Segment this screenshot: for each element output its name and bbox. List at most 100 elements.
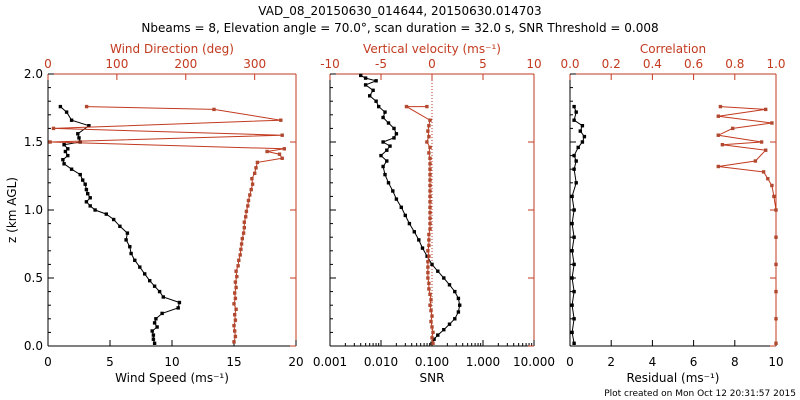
vertical-velocity-point xyxy=(428,292,432,296)
wind-direction-point xyxy=(240,236,244,241)
wind-direction-point xyxy=(279,118,283,122)
snr-point xyxy=(436,269,440,273)
x-tick-label: 10 xyxy=(768,355,783,369)
residual-point xyxy=(580,124,585,128)
wind-direction-point xyxy=(250,177,254,181)
snr-point xyxy=(381,164,385,169)
correlation-point xyxy=(716,114,720,118)
wind-speed-point xyxy=(125,231,130,235)
vertical-velocity-point xyxy=(428,118,432,122)
residual-point xyxy=(570,303,574,307)
panel-left: 0 5 10 15 20 Wind Speed (ms⁻¹) 0 100 200 300 Wind … xyxy=(5,42,304,385)
wind-speed-point xyxy=(93,208,97,212)
y-tick-label: 0.5 xyxy=(24,271,43,285)
wind-speed-point xyxy=(133,258,137,262)
residual-point xyxy=(572,208,576,212)
wind-speed-point xyxy=(62,143,66,147)
vertical-velocity-point xyxy=(426,270,430,275)
x-tick-label: 20 xyxy=(288,355,303,369)
wind-speed-point xyxy=(112,217,116,222)
top-x-tick-label: 0.0 xyxy=(560,57,579,71)
vertical-velocity-point xyxy=(428,227,432,231)
snr-point xyxy=(377,104,381,109)
snr-point xyxy=(403,213,407,218)
residual-point xyxy=(576,145,580,150)
x-tick-label: 5 xyxy=(106,355,114,369)
x-tick-label: 0 xyxy=(566,355,574,369)
vertical-velocity-point xyxy=(431,341,435,345)
snr-point xyxy=(399,205,403,209)
wind-direction-point xyxy=(232,323,236,328)
wind-direction-point xyxy=(212,107,216,112)
correlation-point xyxy=(716,164,720,169)
residual-point xyxy=(570,194,574,199)
wind-direction-point xyxy=(233,313,237,317)
wind-speed-point xyxy=(118,224,122,228)
snr-point xyxy=(386,181,391,185)
snr-point xyxy=(453,289,457,294)
wind-speed-point xyxy=(148,279,152,283)
wind-direction-point xyxy=(277,152,282,156)
wind-direction-point xyxy=(239,242,244,246)
snr-point xyxy=(394,197,399,201)
wind-direction-point xyxy=(255,160,260,165)
wind-speed-point xyxy=(129,251,133,256)
wind-speed-point xyxy=(143,272,147,276)
wind-speed-point xyxy=(152,284,157,288)
wind-direction-point xyxy=(241,231,246,235)
residual-point xyxy=(580,140,585,144)
top-x-axis-title: Vertical velocity (ms⁻¹) xyxy=(363,42,501,56)
top-x-tick-label: 0.8 xyxy=(725,57,744,71)
wind-direction-point xyxy=(242,226,246,230)
residual-point xyxy=(572,104,576,109)
wind-speed-point xyxy=(88,196,92,200)
wind-speed-point xyxy=(161,295,165,299)
wind-speed-point xyxy=(66,153,70,158)
wind-speed-point xyxy=(58,104,63,109)
x-tick-label: 10.000 xyxy=(513,355,555,369)
wind-direction-point xyxy=(48,140,52,144)
snr-point xyxy=(381,140,385,144)
wind-speed-point xyxy=(77,136,81,140)
vertical-velocity-point xyxy=(428,303,432,307)
wind-speed-point xyxy=(128,245,132,249)
correlation-point xyxy=(764,107,768,112)
wind-speed-point xyxy=(64,110,69,114)
snr-point xyxy=(453,317,457,321)
wind-speed-point xyxy=(76,132,80,136)
snr-point xyxy=(442,328,446,332)
wind-speed-point xyxy=(88,204,92,208)
wind-speed-point xyxy=(160,311,164,316)
vertical-velocity-point xyxy=(428,172,432,177)
wind-direction-point xyxy=(244,209,249,214)
y-tick-label: 1.0 xyxy=(24,203,43,217)
correlation-point xyxy=(764,148,768,152)
y-tick-label: 2.0 xyxy=(24,67,43,81)
vertical-velocity-point xyxy=(428,211,432,215)
wind-direction-point xyxy=(234,285,238,290)
wind-direction-point xyxy=(233,329,237,333)
y-tick-label: 1.5 xyxy=(24,135,43,149)
top-x-tick-label: 100 xyxy=(105,57,128,71)
wind-speed-point xyxy=(87,124,91,128)
correlation-point xyxy=(774,341,778,345)
wind-direction-point xyxy=(248,193,252,197)
wind-speed-point xyxy=(62,162,66,166)
vertical-velocity-point xyxy=(427,238,431,242)
correlation-point xyxy=(766,177,770,181)
wind-direction-point xyxy=(233,318,238,322)
vertical-velocity-point xyxy=(426,265,430,269)
wind-direction-point xyxy=(239,247,243,252)
residual-point xyxy=(572,341,576,345)
snr-point xyxy=(363,76,368,80)
wind-direction-point xyxy=(265,149,269,154)
correlation-point xyxy=(774,208,778,212)
x-axis-title: SNR xyxy=(420,371,445,385)
wind-speed-point xyxy=(138,265,142,269)
wind-direction-point xyxy=(232,302,236,306)
wind-speed-point xyxy=(84,200,89,204)
plot-created-footer: Plot created on Mon Oct 12 20:31:57 2015 xyxy=(604,389,796,399)
vertical-velocity-point xyxy=(431,330,435,335)
x-tick-label: 0.001 xyxy=(313,355,347,369)
